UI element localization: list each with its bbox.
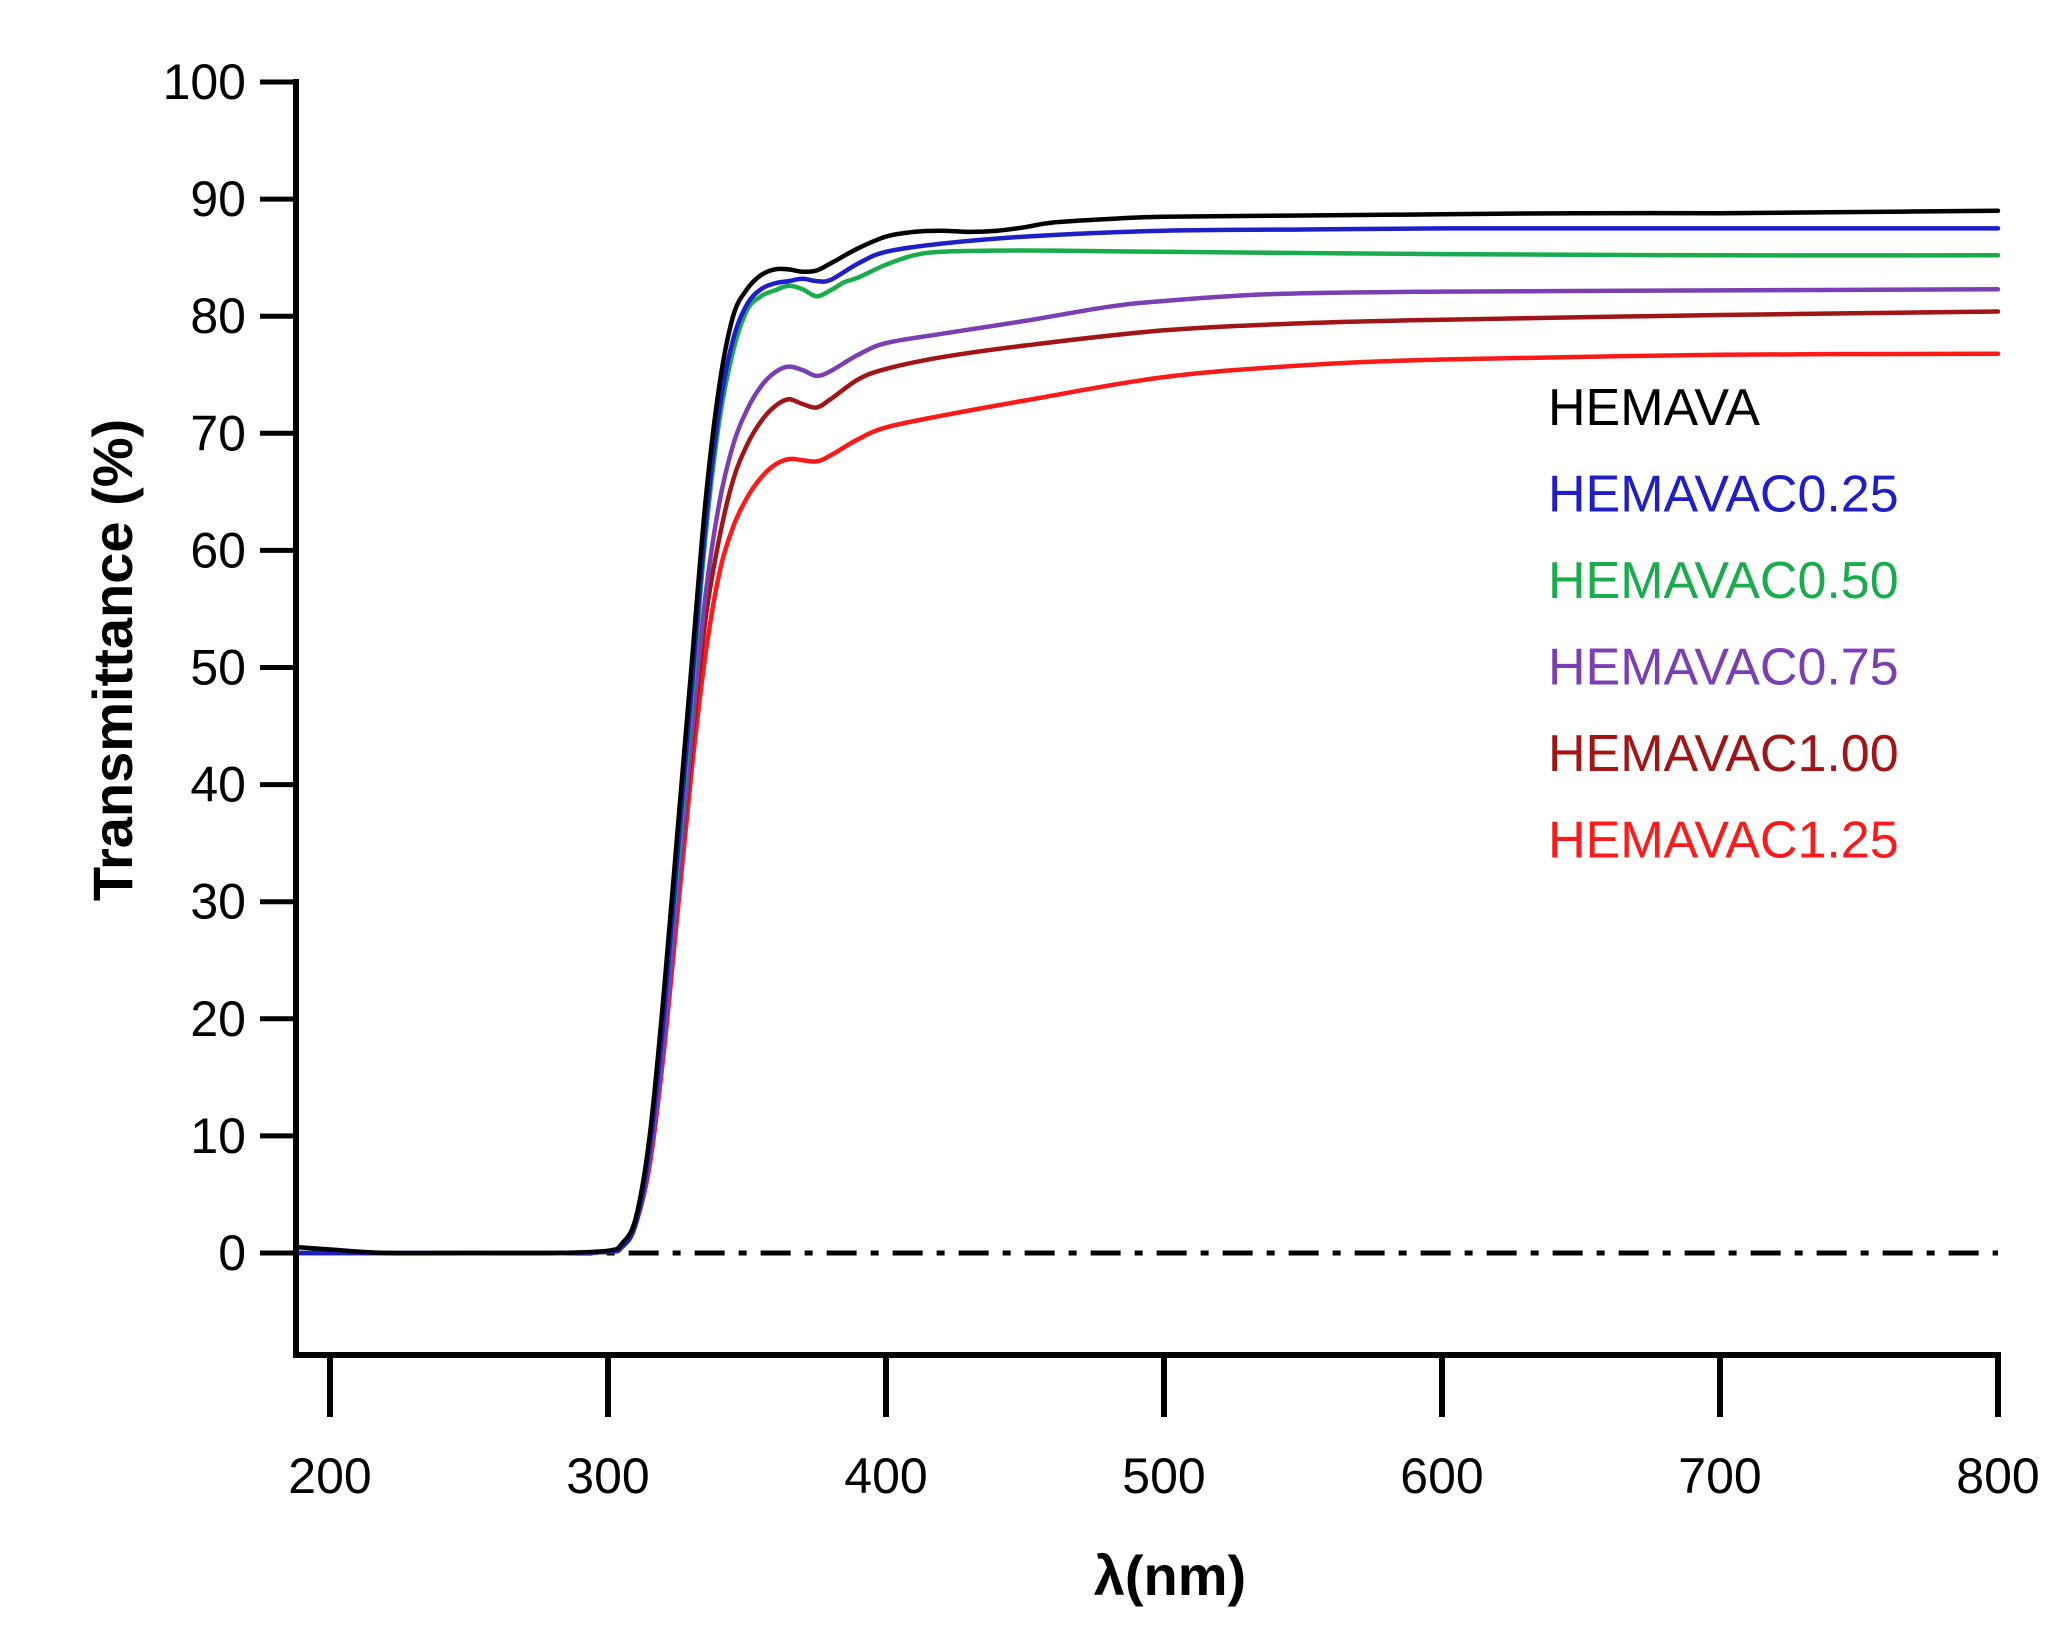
x-tick-label: 200: [288, 1448, 371, 1504]
y-axis-label: Transmittance (%): [81, 419, 144, 901]
x-tick-label: 800: [1956, 1448, 2039, 1504]
y-tick-label: 90: [190, 171, 246, 227]
legend-label-hemavac1-25: HEMAVAC1.25: [1548, 812, 1899, 870]
x-tick-label: 700: [1678, 1448, 1761, 1504]
y-tick-label: 40: [190, 757, 246, 813]
y-tick-label: 10: [190, 1108, 246, 1164]
series-layer: [294, 208, 2001, 1256]
x-tick-label: 300: [566, 1448, 649, 1504]
y-tick-label: 30: [190, 874, 246, 930]
legend-label-hemavac1-00: HEMAVAC1.00: [1548, 725, 1899, 783]
legend-label-hemava: HEMAVA: [1548, 379, 1760, 437]
y-tick-label: 80: [190, 288, 246, 344]
x-ticks: 200 300 400 500 600 700 800: [288, 1355, 2040, 1504]
legend-label-hemavac0-50: HEMAVAC0.50: [1548, 552, 1899, 610]
legend-label-hemavac0-25: HEMAVAC0.25: [1548, 466, 1899, 524]
x-axis-label: λ(nm): [1094, 1544, 1246, 1607]
y-tick-label: 60: [190, 522, 246, 578]
x-tick-label: 400: [844, 1448, 927, 1504]
axes-layer: [293, 79, 2001, 1358]
y-tick-label: 50: [190, 640, 246, 696]
legend-label-hemavac0-75: HEMAVAC0.75: [1548, 639, 1899, 697]
y-tick-label: 70: [190, 405, 246, 461]
y-tick-label: 100: [163, 54, 246, 110]
y-ticks: 0 10 20 30 40 50 60 70 80 90 100: [163, 54, 296, 1281]
y-tick-label: 20: [190, 991, 246, 1047]
legend: HEMAVA HEMAVAC0.25 HEMAVAC0.50 HEMAVAC0.75 H…: [1548, 379, 1899, 870]
y-tick-label: 0: [218, 1225, 246, 1281]
x-tick-label: 500: [1122, 1448, 1205, 1504]
series-line-hemava: [294, 208, 2001, 1256]
x-tick-label: 600: [1400, 1448, 1483, 1504]
